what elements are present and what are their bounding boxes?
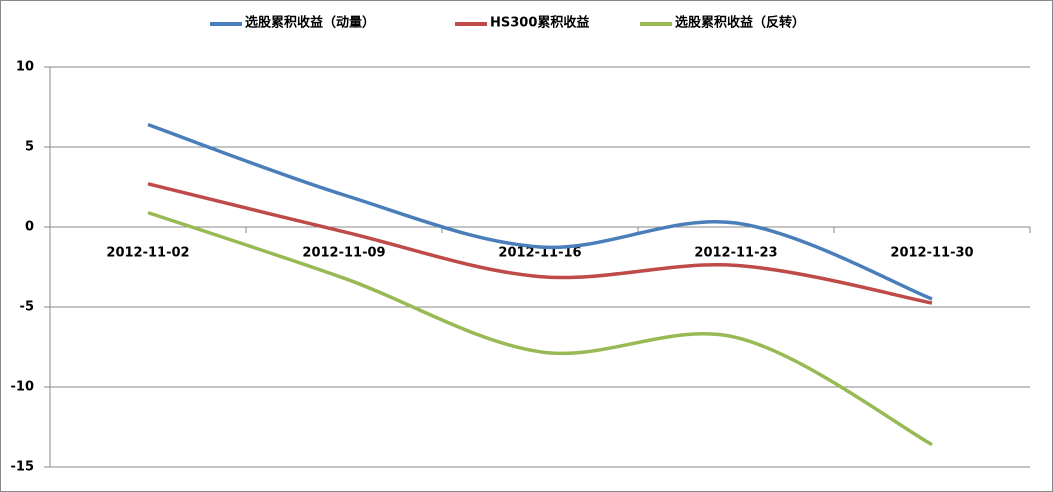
y-tick-label: -10 <box>11 380 35 395</box>
y-tick-label: 0 <box>25 220 34 235</box>
x-tick-label: 2012-11-02 <box>106 246 189 261</box>
legend-label: 选股累积收益（动量） <box>245 15 375 31</box>
x-tick-label: 2012-11-16 <box>498 246 581 261</box>
x-tick-label: 2012-11-30 <box>890 246 973 261</box>
legend-label: 选股累积收益（反转） <box>675 15 805 31</box>
y-tick-label: -15 <box>11 460 35 475</box>
y-tick-label: -5 <box>20 300 34 315</box>
legend-label: HS300累积收益 <box>490 15 589 31</box>
x-tick-label: 2012-11-23 <box>694 246 777 261</box>
x-tick-label: 2012-11-09 <box>302 246 385 261</box>
y-tick-label: 5 <box>25 140 34 155</box>
y-tick-label: 10 <box>16 60 34 75</box>
line <box>147 210 933 447</box>
line <box>147 182 933 305</box>
line <box>147 122 933 301</box>
